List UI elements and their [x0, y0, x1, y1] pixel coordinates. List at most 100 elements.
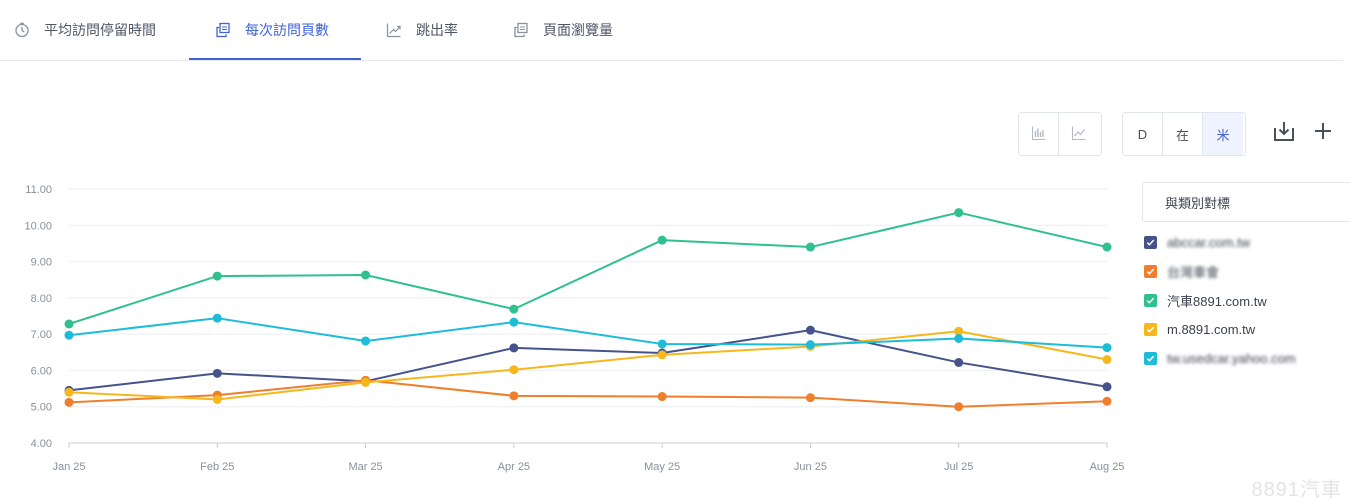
y-tick-label: 11.00 [25, 184, 52, 196]
legend-item[interactable]: 台灣車會 [1144, 261, 1219, 281]
data-point [805, 325, 815, 335]
data-point [954, 208, 964, 218]
legend-item[interactable]: abccar.com.tw [1144, 232, 1250, 252]
data-point [212, 394, 222, 404]
legend-label: abccar.com.tw [1167, 234, 1251, 250]
data-point [657, 392, 667, 402]
series-line [68, 211, 1108, 325]
tab-label: 跳出率 [416, 22, 458, 38]
data-point [1102, 382, 1112, 392]
watermark: 8891汽車 [1251, 479, 1342, 501]
granularity-toggle: D 在 米 [1122, 112, 1246, 156]
data-point [212, 313, 222, 323]
checkbox-checked-icon[interactable] [1144, 293, 1157, 307]
y-tick-label: 8.00 [31, 293, 52, 305]
tab-avg-visit-duration[interactable]: 平均訪問停留時間 [14, 0, 156, 60]
data-point [361, 336, 371, 346]
legend-item[interactable]: 汽車8891.com.tw [1144, 290, 1267, 310]
bar-chart-button[interactable] [1019, 113, 1059, 155]
tab-pages-per-visit[interactable]: 每次訪問頁數 [215, 0, 329, 60]
data-point [1102, 242, 1112, 252]
y-tick-label: 4.00 [31, 438, 52, 450]
data-point [212, 271, 222, 281]
bar-chart-icon [1031, 125, 1047, 144]
data-point [657, 235, 667, 245]
granularity-month-button[interactable]: 米 [1203, 113, 1243, 155]
legend-item[interactable]: m.8891.com.tw [1144, 319, 1255, 339]
data-point [1102, 355, 1112, 365]
x-tick-label: Mar 25 [348, 461, 382, 473]
x-tick-label: Feb 25 [200, 461, 234, 473]
series-line [68, 317, 1108, 349]
data-point [64, 319, 74, 329]
data-point [64, 397, 74, 407]
y-tick-label: 7.00 [31, 329, 52, 341]
benchmark-dropdown[interactable]: 與類別對標 [1142, 182, 1350, 222]
data-point [805, 242, 815, 252]
checkbox-checked-icon[interactable] [1144, 235, 1157, 249]
download-icon [1273, 120, 1295, 147]
data-point [509, 343, 519, 353]
data-point [212, 368, 222, 378]
data-point [64, 387, 74, 397]
trend-icon [386, 22, 402, 38]
data-point [954, 333, 964, 343]
download-button[interactable] [1271, 120, 1297, 146]
data-point [805, 340, 815, 350]
data-point [657, 350, 667, 360]
line-chart: 4.00 5.00 6.00 7.00 8.00 9.00 10.00 11.00 Jan 25… [24, 184, 1125, 473]
y-tick-label: 10.00 [24, 220, 52, 232]
y-tick-label: 6.00 [31, 365, 52, 377]
data-point [805, 393, 815, 403]
data-point [954, 326, 964, 336]
checkbox-checked-icon[interactable] [1144, 322, 1157, 336]
tab-label: 頁面瀏覽量 [543, 22, 613, 38]
data-point [1102, 396, 1112, 406]
x-tick-label: Jun 25 [794, 461, 827, 473]
checkbox-checked-icon[interactable] [1144, 264, 1157, 278]
x-tick-label: Apr 25 [498, 461, 530, 473]
clock-icon [14, 22, 30, 38]
data-point [954, 357, 964, 367]
x-tick-label: Jul 25 [944, 461, 973, 473]
add-button[interactable] [1310, 120, 1336, 146]
pages-icon [513, 22, 529, 38]
series-4 [64, 313, 1112, 353]
tab-label: 平均訪問停留時間 [44, 22, 156, 38]
series-2 [64, 208, 1112, 329]
tab-page-views[interactable]: 頁面瀏覽量 [513, 0, 613, 60]
line-chart-button[interactable] [1059, 113, 1099, 155]
x-tick-label: May 25 [644, 461, 680, 473]
granularity-day-button[interactable]: D [1123, 113, 1163, 155]
y-tick-label: 5.00 [31, 402, 52, 414]
x-tick-label: Aug 25 [1090, 461, 1125, 473]
pages-icon [215, 22, 231, 38]
chart-type-toggle [1018, 112, 1102, 156]
active-tab-indicator [189, 58, 361, 60]
data-point [64, 330, 74, 340]
data-point [1102, 343, 1112, 353]
series-0 [64, 325, 1112, 395]
series-line [68, 329, 1108, 392]
legend-label: tw.usedcar.yahoo.com [1167, 350, 1296, 366]
plus-icon [1314, 122, 1332, 145]
series-3 [64, 326, 1112, 404]
series-line [68, 379, 1108, 408]
checkbox-checked-icon[interactable] [1144, 351, 1157, 365]
data-point [954, 402, 964, 412]
data-point [657, 339, 667, 349]
tab-bounce-rate[interactable]: 跳出率 [386, 0, 458, 60]
granularity-week-button[interactable]: 在 [1163, 113, 1203, 155]
data-point [361, 270, 371, 280]
data-point [361, 377, 371, 387]
legend-label: 汽車8891.com.tw [1167, 293, 1267, 309]
data-point [509, 391, 519, 401]
legend-item[interactable]: tw.usedcar.yahoo.com [1144, 348, 1296, 368]
data-point [509, 304, 519, 314]
legend: 與類別對標 [1142, 182, 1350, 222]
data-point [509, 365, 519, 375]
line-chart-icon [1071, 125, 1087, 144]
series-1 [64, 375, 1112, 412]
series-line [68, 330, 1108, 401]
legend-label: m.8891.com.tw [1167, 321, 1256, 337]
